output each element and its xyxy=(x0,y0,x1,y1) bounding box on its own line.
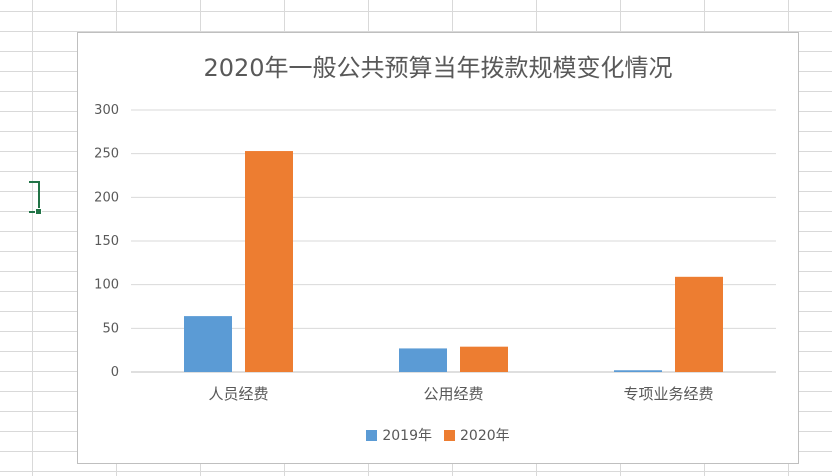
legend-swatch xyxy=(366,429,378,441)
y-tick-label: 200 xyxy=(94,190,119,205)
legend-swatch xyxy=(444,429,455,441)
bar-chart-plot: 0 50 100 150 200 250 300 人员经费 公用经费 专项业务经费 xyxy=(94,103,776,403)
y-tick-label: 300 xyxy=(94,103,119,118)
y-tick-label: 250 xyxy=(94,147,119,162)
x-category-label: 专项业务经费 xyxy=(623,385,713,403)
bar-2020年-人员经费 xyxy=(245,151,293,372)
bar-2020年-公用经费 xyxy=(460,346,508,372)
y-tick-label: 0 xyxy=(111,365,119,380)
cell-selection-cursor[interactable] xyxy=(29,181,42,215)
legend-item: 2020年 xyxy=(444,425,510,445)
chart-legend: 2019年 2020年 xyxy=(78,425,798,445)
chart-title: 2020年一般公共预算当年拨款规模变化情况 xyxy=(203,54,673,82)
legend-item: 2019年 xyxy=(366,425,432,445)
bar-2020年-专项业务经费 xyxy=(675,276,723,372)
legend-label: 2019年 xyxy=(382,428,432,444)
bar-2019年-公用经费 xyxy=(399,348,447,372)
chart-container[interactable]: 2020年一般公共预算当年拨款规模变化情况 0 50 100 150 200 250 300… xyxy=(77,32,799,464)
x-category-label: 公用经费 xyxy=(423,385,483,403)
bar-2019年-人员经费 xyxy=(184,316,232,372)
y-tick-label: 50 xyxy=(102,321,119,336)
y-tick-label: 150 xyxy=(94,234,119,249)
x-category-label: 人员经费 xyxy=(208,385,268,403)
y-tick-label: 100 xyxy=(94,278,119,293)
bar-2019年-专项业务经费 xyxy=(614,370,662,372)
legend-label: 2020年 xyxy=(460,428,510,444)
